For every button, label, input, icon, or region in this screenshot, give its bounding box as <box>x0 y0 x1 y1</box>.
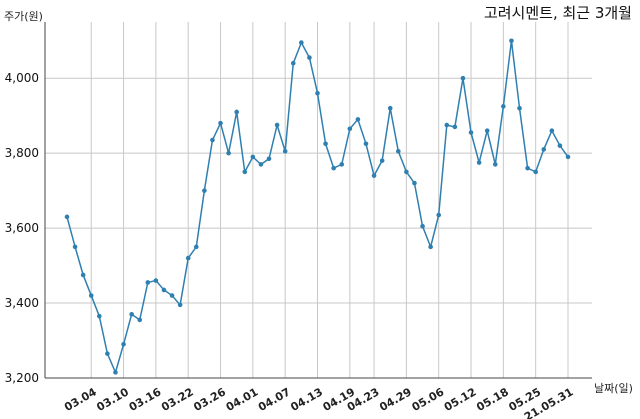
x-tick-label: 05.12 <box>442 385 479 414</box>
data-point <box>492 162 498 167</box>
data-point <box>72 244 78 250</box>
data-point <box>347 126 353 132</box>
data-point <box>355 117 361 122</box>
data-point <box>145 280 151 285</box>
data-point <box>242 169 248 175</box>
data-point <box>169 293 175 298</box>
data-point <box>476 160 482 165</box>
data-point <box>193 244 199 250</box>
data-point <box>177 302 183 308</box>
x-tick-labels: 03.0403.1003.1603.2203.2604.0104.0704.13… <box>62 385 575 419</box>
data-point <box>161 287 167 293</box>
data-point <box>331 165 336 171</box>
y-tick-label: 3,800 <box>5 146 39 160</box>
data-point <box>105 351 110 356</box>
x-tick-label: 03.22 <box>159 385 196 414</box>
y-tick-label: 3,600 <box>5 221 39 235</box>
data-point <box>88 293 94 298</box>
data-point <box>379 158 385 163</box>
data-point <box>80 272 86 278</box>
data-point <box>202 188 207 193</box>
data-point <box>387 105 393 111</box>
data-point <box>250 154 256 160</box>
data-point <box>501 104 506 109</box>
data-point <box>444 122 450 128</box>
data-point <box>533 169 538 175</box>
data-point <box>282 148 288 154</box>
data-point <box>549 128 555 133</box>
data-point <box>525 165 530 171</box>
data-point <box>339 162 345 167</box>
data-point <box>363 141 369 147</box>
data-point <box>396 148 401 154</box>
data-point <box>484 128 490 133</box>
x-tick-label: 04.29 <box>377 385 414 414</box>
data-point <box>557 143 563 148</box>
data-point <box>428 244 433 250</box>
x-tick-label: 04.01 <box>224 385 261 414</box>
data-point <box>113 370 118 375</box>
data-point <box>234 109 239 115</box>
x-tick-label: 03.16 <box>127 385 164 414</box>
data-point <box>299 40 304 45</box>
data-point <box>509 38 514 44</box>
y-tick-label: 4,000 <box>5 71 39 85</box>
price-series <box>64 38 571 375</box>
data-point <box>307 55 312 60</box>
gridlines <box>45 22 592 379</box>
data-point <box>226 150 231 156</box>
data-point <box>371 173 377 178</box>
data-point <box>258 162 264 167</box>
x-tick-label: 03.10 <box>94 385 131 414</box>
data-point <box>290 60 296 66</box>
data-point <box>218 120 223 126</box>
data-point <box>323 141 328 147</box>
data-point <box>185 255 191 261</box>
data-point <box>468 130 474 135</box>
data-point <box>153 278 159 283</box>
data-point <box>97 313 102 319</box>
data-point <box>137 317 143 323</box>
x-tick-label: 04.07 <box>256 385 293 414</box>
data-point <box>64 214 70 220</box>
data-point <box>565 154 571 160</box>
data-point <box>517 105 522 111</box>
data-point <box>210 137 215 143</box>
y-tick-label: 3,200 <box>5 371 39 385</box>
data-point <box>460 75 466 81</box>
axes <box>44 22 592 379</box>
chart-title: 고려시멘트, 최근 3개월 <box>484 4 632 22</box>
data-point <box>436 212 442 218</box>
data-point <box>412 180 417 186</box>
y-tick-label: 3,400 <box>5 296 39 310</box>
x-axis-label: 날짜(일) <box>594 381 633 395</box>
x-tick-label: 05.06 <box>410 385 447 414</box>
data-point <box>121 341 126 347</box>
data-point <box>420 223 425 229</box>
x-tick-label: 03.04 <box>62 385 99 414</box>
data-point <box>452 124 458 130</box>
data-point <box>266 156 272 162</box>
y-tick-labels: 3,200 3,400 3,600 3,800 4,000 <box>5 71 39 385</box>
data-point <box>315 90 320 96</box>
data-point <box>404 169 409 175</box>
data-point <box>274 122 280 128</box>
x-tick-label: 05.18 <box>474 385 511 414</box>
x-tick-label: 03.26 <box>191 385 228 414</box>
data-point <box>129 311 134 317</box>
y-axis-label: 주가(원) <box>4 10 43 23</box>
x-tick-label: 04.13 <box>288 385 325 414</box>
data-point <box>541 147 547 152</box>
